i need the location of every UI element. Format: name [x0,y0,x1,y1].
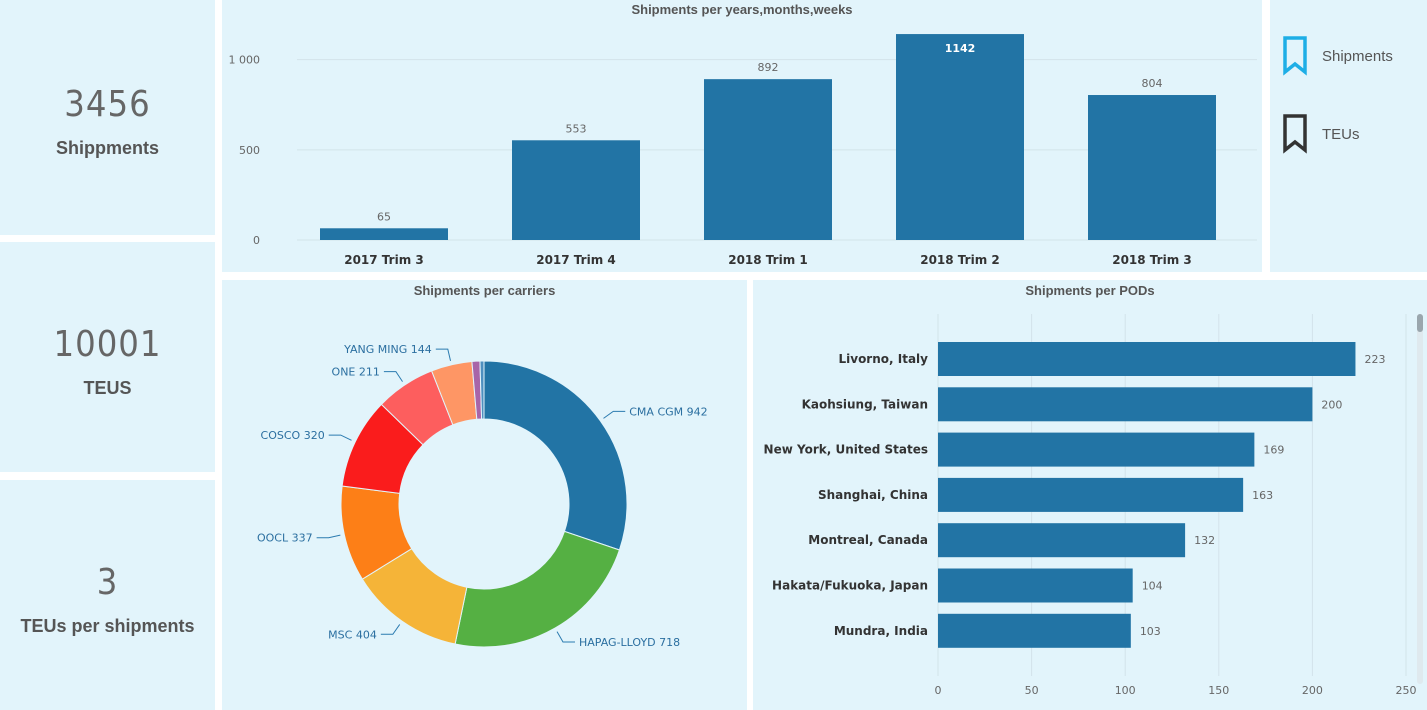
scrollbar-thumb[interactable] [1417,314,1423,332]
x-tick-label: 100 [1115,684,1136,697]
y-tick-label: New York, United States [764,443,928,457]
bar [938,613,1131,648]
leader-line [603,410,626,419]
bookmark-panel: Shipments TEUs [1270,0,1427,272]
bar [896,34,1024,240]
data-label: 65 [377,210,391,223]
data-label: 169 [1263,444,1284,457]
x-tick-label: 0 [935,684,942,697]
y-tick-label: Hakata/Fukuoka, Japan [772,579,928,593]
slice-label: ONE 211 [332,366,380,379]
y-tick-label: 500 [239,144,260,157]
shipments-by-pod-chart: Shipments per PODs 0 50 100 150 200 250 Livorn… [753,280,1427,710]
y-tick-label: 0 [253,234,260,247]
kpi-card-shipments: 3456 Shippments [0,0,215,235]
kpi-value: 3 [96,562,119,603]
bookmark-shipments-button[interactable]: Shipments [1270,36,1427,86]
donut-slice [483,360,628,551]
x-tick-label: 2017 Trim 4 [536,253,616,267]
chart-title: Shipments per years,months,weeks [631,2,853,17]
kpi-label: TEUS [83,378,132,398]
vertical-scrollbar[interactable] [1417,314,1423,684]
bookmark-label: TEUs [1322,126,1360,143]
bar [320,228,448,240]
y-tick-label: Shanghai, China [818,488,928,502]
leader-line [316,534,341,539]
bar [938,387,1313,422]
bookmark-label: Shipments [1322,48,1393,65]
bar [938,477,1244,512]
x-tick-label: 50 [1025,684,1039,697]
slice-label: COSCO 320 [261,429,325,442]
y-tick-label: 1 000 [229,54,261,67]
kpi-label: Shippments [55,138,159,158]
kpi-value: 3456 [64,84,151,125]
data-label: 804 [1142,77,1163,90]
leader-line [380,624,401,635]
y-tick-label: Mundra, India [834,624,928,638]
x-tick-label: 200 [1302,684,1323,697]
kpi-card-teus: 10001 TEUS [0,242,215,472]
x-tick-label: 2017 Trim 3 [344,253,424,267]
bar [938,568,1133,603]
data-label: 1142 [945,42,976,55]
shipments-by-carrier-chart: Shipments per carriers CMA CGM 942 HAPAG-… [222,280,747,710]
kpi-value: 10001 [53,324,162,365]
kpi-card-teus-per-shipment: 3 TEUs per shipments [0,480,215,710]
donut-slice [454,530,621,648]
data-label: 200 [1321,398,1342,411]
chart-title: Shipments per carriers [413,283,556,298]
bookmark-icon [1283,36,1307,76]
horizontal-bar-chart-plot: 0 50 100 150 200 250 Livorno, Italy 223 Kaohsiun… [764,314,1417,697]
slice-label: CMA CGM 942 [629,405,707,418]
y-tick-label: Montreal, Canada [808,533,928,547]
slice-label: HAPAG-LLOYD 718 [579,636,680,649]
x-tick-label: 2018 Trim 2 [920,253,1000,267]
bar [704,79,832,240]
data-label: 892 [758,61,779,74]
shipments-by-period-chart: Shipments per years,months,weeks 0 500 1 0… [222,0,1262,272]
bar [1088,95,1216,241]
bar [938,342,1356,376]
data-label: 132 [1194,534,1215,547]
x-tick-label: 2018 Trim 1 [728,253,808,267]
x-tick-label: 150 [1208,684,1229,697]
x-tick-label: 2018 Trim 3 [1112,253,1192,267]
chart-title: Shipments per PODs [1025,283,1155,298]
slice-label: YANG MING 144 [343,343,432,356]
y-tick-label: Kaohsiung, Taiwan [802,397,928,411]
data-label: 223 [1364,353,1385,366]
data-label: 163 [1252,489,1273,502]
data-label: 103 [1140,625,1161,638]
x-tick-label: 250 [1396,684,1417,697]
slice-label: MSC 404 [328,628,377,641]
leader-line [435,348,452,361]
leader-line [383,371,403,382]
leader-line [556,631,575,643]
data-label: 104 [1142,580,1163,593]
donut-slice [479,360,485,420]
data-label: 553 [566,122,587,135]
leader-line [328,434,352,441]
bar [938,432,1255,467]
y-tick-label: Livorno, Italy [838,352,928,366]
column-chart-plot: 0 500 1 000 65 2017 Trim 3 553 2017 Trim 4 892 2… [229,34,1257,267]
donut-chart-plot: CMA CGM 942 HAPAG-LLOYD 718 MSC 404 OOCL 33… [257,343,708,649]
bookmark-teus-button[interactable]: TEUs [1270,114,1427,164]
bookmark-icon [1283,114,1307,154]
bar [938,523,1186,558]
slice-label: OOCL 337 [257,532,313,545]
bar [512,140,640,240]
kpi-label: TEUs per shipments [20,616,195,636]
